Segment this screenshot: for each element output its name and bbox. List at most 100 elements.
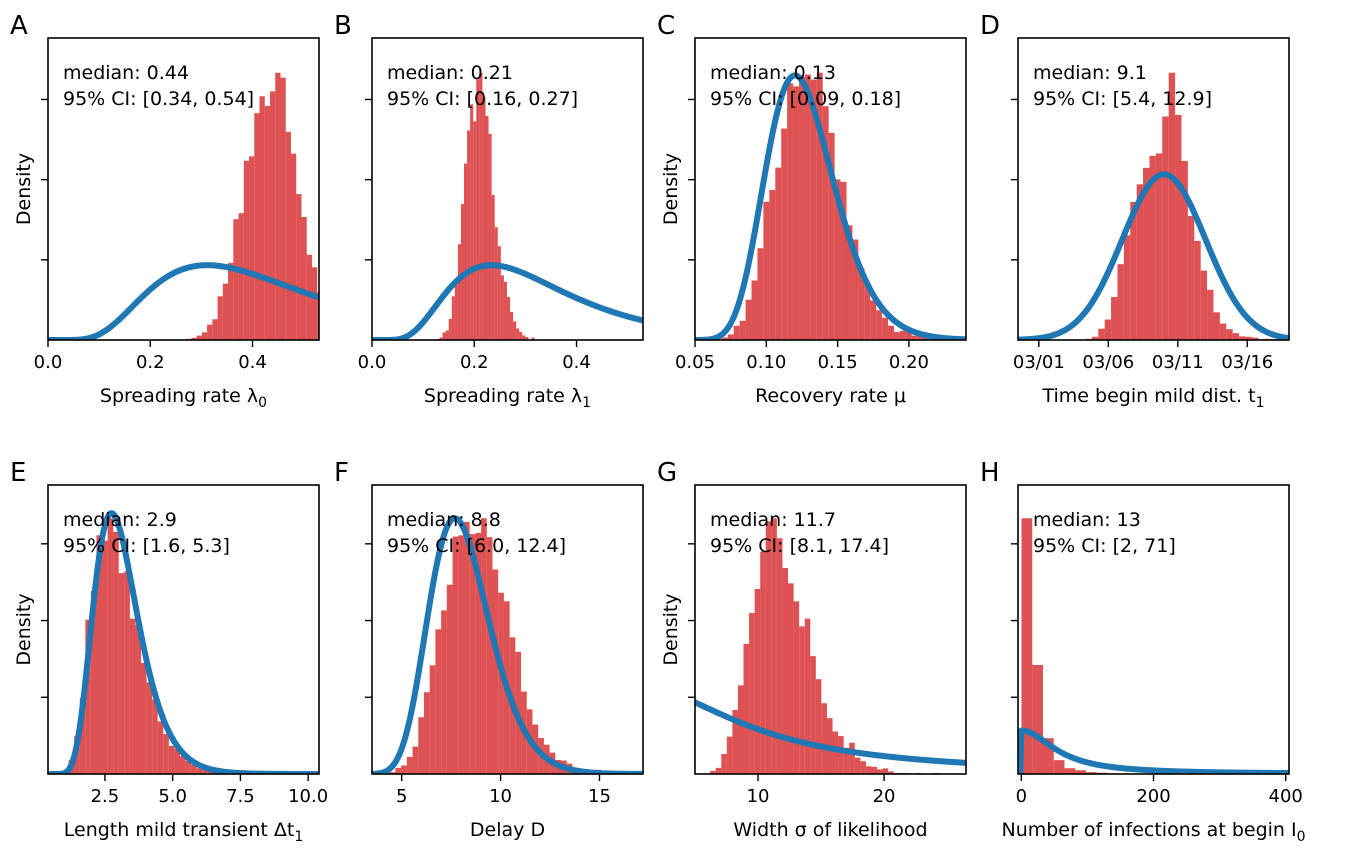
hist-bar <box>1162 116 1168 340</box>
hist-bar <box>424 692 430 774</box>
ci-annotation: 95% CI: [2, 71] <box>1033 535 1176 557</box>
hist-bar <box>727 737 733 774</box>
x-tick-label: 03/16 <box>1221 352 1273 373</box>
y-axis-label: Density <box>660 153 682 225</box>
hist-bar <box>254 113 259 340</box>
hist-bar <box>752 280 758 340</box>
hist-bar <box>781 129 787 340</box>
median-annotation: median: 2.9 <box>63 509 177 531</box>
hist-bar <box>135 625 141 774</box>
hist-bar <box>458 244 461 340</box>
hist-bar <box>301 217 306 340</box>
hist-bar <box>760 552 766 774</box>
hist-bar <box>152 699 158 774</box>
hist-bar <box>507 297 510 340</box>
hist-bar <box>740 321 746 340</box>
hist-bar <box>163 734 169 774</box>
hist-bar <box>1188 216 1194 340</box>
hist-bar <box>787 83 793 340</box>
x-tick-label: 0.2 <box>460 352 489 373</box>
hist-bar <box>763 202 769 340</box>
median-annotation: median: 0.44 <box>63 62 189 84</box>
x-tick-label: 0.4 <box>562 352 591 373</box>
hist-bar <box>212 319 217 340</box>
x-axis-label: Number of infections at begin I0 <box>1001 819 1305 845</box>
hist-bar <box>870 300 876 340</box>
ci-annotation: 95% CI: [0.34, 0.54] <box>63 88 254 110</box>
hist-bar <box>312 267 317 340</box>
hist-bar <box>407 757 413 774</box>
hist-bar <box>1226 329 1232 340</box>
hist-bar <box>769 190 775 340</box>
ci-annotation: 95% CI: [8.1, 17.4] <box>710 535 889 557</box>
x-tick-label: 0.4 <box>238 352 267 373</box>
x-axis-label: Spreading rate λ1 <box>424 385 591 411</box>
median-annotation: median: 13 <box>1033 509 1141 531</box>
x-tick-label: 0.10 <box>746 352 786 373</box>
ci-annotation: 95% CI: [1.6, 5.3] <box>63 535 230 557</box>
hist-bar <box>746 300 752 340</box>
hist-bar <box>401 765 407 774</box>
x-tick-label: 0.2 <box>136 352 165 373</box>
hist-bar <box>1105 320 1111 340</box>
hist-bar <box>476 79 479 340</box>
hist-bar <box>141 663 147 774</box>
hist-bar <box>833 731 839 774</box>
hist-bar <box>721 754 727 774</box>
hist-bar <box>260 96 265 340</box>
hist-bar <box>734 326 740 340</box>
hist-bar <box>275 73 280 340</box>
hist-bar <box>286 132 291 340</box>
hist-bar <box>755 589 761 774</box>
hist-bar <box>744 644 750 774</box>
hist-bar <box>485 116 488 340</box>
panel-letter: E <box>10 458 26 488</box>
hist-bar <box>810 656 816 774</box>
panel-letter: C <box>657 11 675 41</box>
hist-bar <box>799 77 805 340</box>
hist-bar <box>860 761 866 774</box>
hist-bar <box>270 91 275 340</box>
hist-bar <box>244 161 249 340</box>
hist-bar <box>446 330 449 340</box>
hist-bar <box>816 679 822 774</box>
hist-bar <box>888 326 894 340</box>
hist-bar <box>1213 312 1219 340</box>
hist-bar <box>501 275 504 340</box>
hist-bar <box>296 194 301 340</box>
hist-bar <box>1169 73 1175 340</box>
hist-bar <box>805 75 811 340</box>
hist-bar <box>882 318 888 340</box>
x-tick-label: 400 <box>1269 786 1303 807</box>
hist-bar <box>793 86 799 340</box>
hist-bar <box>757 248 763 340</box>
hist-bar <box>900 331 906 340</box>
hist-bar <box>894 332 900 340</box>
hist-bar <box>447 585 453 774</box>
x-tick-label: 0.05 <box>675 352 715 373</box>
x-tick-label: 0.0 <box>34 352 63 373</box>
posterior-histogram <box>1085 73 1277 340</box>
ci-annotation: 95% CI: [0.09, 0.18] <box>710 88 901 110</box>
x-tick-label: 03/06 <box>1082 352 1134 373</box>
hist-bar <box>280 78 285 340</box>
hist-bar <box>1117 264 1123 340</box>
hist-bar <box>821 703 827 774</box>
hist-bar <box>102 541 108 774</box>
x-tick-label: 20 <box>873 786 896 807</box>
ci-annotation: 95% CI: [6.0, 12.4] <box>387 535 566 557</box>
hist-bar <box>223 284 228 340</box>
hist-bar <box>775 168 781 340</box>
hist-bar <box>799 626 805 774</box>
x-tick-label: 0 <box>1016 786 1027 807</box>
hist-bar <box>1111 297 1117 340</box>
hist-bar <box>1156 153 1162 340</box>
median-annotation: median: 0.13 <box>710 62 836 84</box>
x-tick-label: 7.5 <box>226 786 255 807</box>
hist-bar <box>233 219 238 340</box>
hist-bar <box>876 310 882 340</box>
panel-letter: G <box>657 458 677 488</box>
